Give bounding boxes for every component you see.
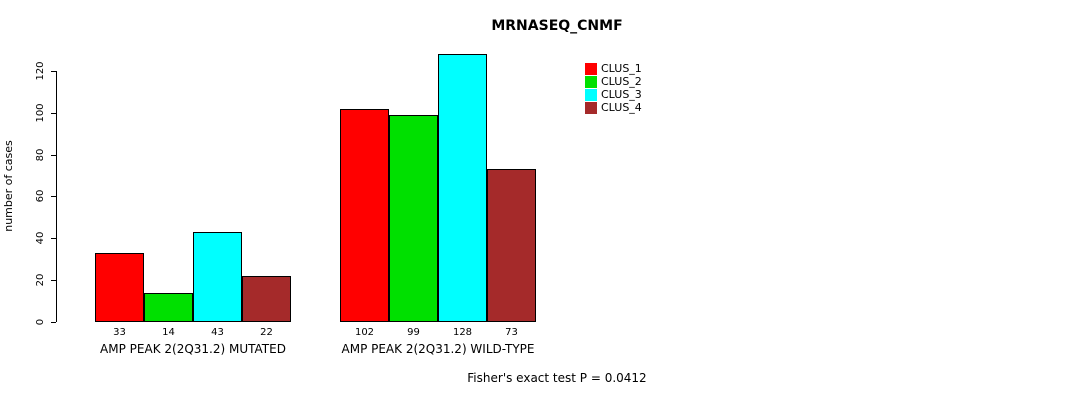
annotation-text: Fisher's exact test P = 0.0412 bbox=[467, 371, 647, 385]
bar-clus_3-group2 bbox=[438, 54, 487, 322]
y-tick-label: 120 bbox=[35, 61, 46, 81]
y-tick-mark bbox=[51, 112, 56, 114]
chart-title: MRNASEQ_CNMF bbox=[491, 18, 623, 34]
y-tick-label: 80 bbox=[35, 148, 46, 161]
bar-clus_3-group1 bbox=[193, 232, 242, 322]
y-tick-mark bbox=[51, 196, 56, 198]
legend-swatch-icon bbox=[585, 62, 597, 75]
bar-value-label: 99 bbox=[407, 327, 420, 338]
y-tick-label: 0 bbox=[35, 318, 46, 326]
bar-value-label: 22 bbox=[260, 327, 273, 338]
legend-item-clus_3: CLUS_3 bbox=[585, 88, 642, 101]
legend-swatch-icon bbox=[585, 75, 597, 88]
y-axis-label: number of cases bbox=[2, 140, 15, 232]
bar-value-label: 43 bbox=[211, 327, 224, 338]
y-tick-label: 60 bbox=[35, 190, 46, 203]
x-category-label: AMP PEAK 2(2Q31.2) WILD-TYPE bbox=[341, 342, 535, 356]
y-axis-line bbox=[56, 70, 57, 322]
legend: CLUS_1 CLUS_2 CLUS_3 CLUS_4 bbox=[585, 62, 642, 114]
y-tick-label: 40 bbox=[35, 231, 46, 245]
y-tick-label: 20 bbox=[35, 273, 46, 287]
legend-label: CLUS_4 bbox=[601, 101, 642, 114]
bar-value-label: 73 bbox=[505, 327, 518, 338]
y-tick-mark bbox=[51, 322, 56, 323]
legend-label: CLUS_2 bbox=[601, 75, 642, 88]
bar-clus_2-group1 bbox=[144, 292, 193, 322]
legend-item-clus_4: CLUS_4 bbox=[585, 101, 642, 114]
legend-swatch-icon bbox=[585, 88, 597, 101]
bar-value-label: 128 bbox=[452, 327, 473, 338]
y-tick-label: 100 bbox=[35, 103, 46, 123]
bar-clus_1-group1 bbox=[95, 252, 144, 322]
bar-clus_4-group1 bbox=[242, 275, 291, 322]
legend-item-clus_2: CLUS_2 bbox=[585, 75, 642, 88]
legend-swatch-icon bbox=[585, 101, 597, 114]
y-tick-mark bbox=[51, 154, 56, 156]
plot-area: 0 20 40 60 80 100 120 33 14 43 22 102 99 128 73 AMP P… bbox=[35, 50, 677, 356]
x-category-label: AMP PEAK 2(2Q31.2) MUTATED bbox=[100, 342, 286, 356]
legend-label: CLUS_3 bbox=[601, 88, 642, 101]
bar-value-label: 33 bbox=[113, 327, 126, 338]
legend-item-clus_1: CLUS_1 bbox=[585, 62, 642, 75]
bar-value-label: 102 bbox=[354, 327, 375, 338]
bar-value-label: 14 bbox=[162, 327, 175, 338]
bar-clus_2-group2 bbox=[389, 114, 438, 322]
bar-clus_4-group2 bbox=[487, 169, 536, 322]
y-tick-mark bbox=[51, 70, 56, 72]
bar-clus_1-group2 bbox=[340, 108, 389, 322]
legend-label: CLUS_1 bbox=[601, 62, 642, 75]
y-tick-mark bbox=[51, 280, 56, 282]
y-tick-mark bbox=[51, 238, 56, 240]
